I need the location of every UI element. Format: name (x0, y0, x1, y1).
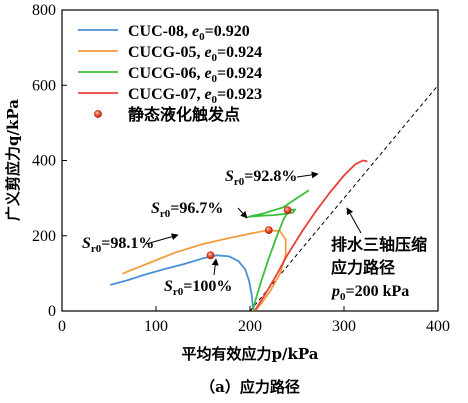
x-axis-label: 平均有效应力p/kPa (182, 345, 319, 363)
y-axis-ticks: 0 200 400 600 800 (32, 2, 67, 320)
drained-label-line-1: 排水三轴压缩 (331, 235, 427, 254)
legend-label-2: CUCG-05, e0=0.924 (128, 44, 262, 64)
legend-label-4: CUCG-07, e0=0.923 (128, 86, 262, 106)
liquefaction-markers (206, 206, 292, 260)
y-tick-label: 0 (48, 303, 56, 320)
annotation-sr0-3: Sr0=98.1% (82, 235, 154, 255)
y-tick-label: 400 (32, 153, 56, 170)
x-tick-label: 0 (58, 318, 66, 335)
liquefaction-trigger-point (264, 226, 273, 235)
liquefaction-trigger-point (206, 251, 215, 260)
annotation-layer: Sr0=92.8%Sr0=96.7% Sr0=98.1% Sr0=100% (82, 168, 319, 298)
liquefaction-trigger-point (283, 206, 292, 215)
series-line-3 (247, 189, 310, 311)
legend-label-liquefaction: 静态液化触发点 (128, 105, 240, 124)
legend-marker-liquefaction (94, 110, 102, 118)
y-axis-label: 广义剪应力q/kPa (4, 99, 22, 221)
x-tick-label: 300 (332, 318, 356, 335)
annotation-sr0-2: Sr0=96.7% (151, 200, 223, 220)
drained-label-line-2: 应力路径 (331, 258, 395, 277)
annotation-arrow-2 (237, 207, 248, 219)
drained-path-label: 排水三轴压缩 应力路径 p0=200 kPa (330, 207, 427, 303)
x-tick-label: 200 (238, 318, 262, 335)
series-line-4 (253, 159, 368, 311)
x-tick-label: 100 (144, 318, 168, 335)
annotation-arrow-1 (296, 171, 319, 179)
y-tick-label: 600 (32, 77, 56, 94)
drained-path-arrow (346, 207, 362, 234)
figure-caption: （a）应力路径 (200, 378, 300, 396)
drained-stress-path-line (249, 84, 438, 311)
drained-label-line-3: p0=200 kPa (330, 283, 409, 303)
legend-label-3: CUCG-06, e0=0.924 (128, 65, 262, 85)
legend-label-1: CUC-08, e0=0.920 (128, 23, 250, 43)
x-tick-label: 400 (426, 318, 450, 335)
series-layer (110, 159, 368, 311)
x-axis-ticks: 0 100 200 300 400 (58, 306, 450, 335)
series-line-2 (122, 229, 287, 311)
y-tick-label: 800 (32, 2, 56, 19)
series-line-1 (110, 254, 255, 311)
annotation-sr0-4: Sr0=100% (164, 278, 232, 298)
y-tick-label: 200 (32, 228, 56, 245)
annotation-arrow-4 (211, 258, 219, 276)
annotation-arrow-3 (145, 233, 179, 245)
annotation-sr0-1: Sr0=92.8% (225, 168, 297, 188)
